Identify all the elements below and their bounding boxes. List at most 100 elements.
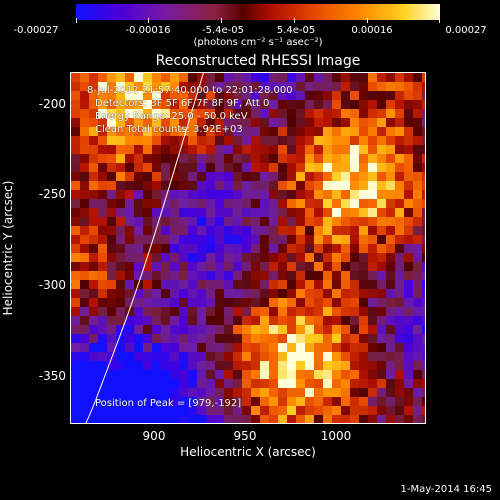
heatmap-pixel [278,397,287,406]
heatmap-pixel [179,352,188,361]
heatmap-pixel [341,136,350,145]
heatmap-pixel [422,388,425,397]
heatmap-pixel [224,307,233,316]
heatmap-pixel [260,244,269,253]
heatmap-pixel [359,73,368,82]
heatmap-pixel [224,136,233,145]
heatmap-pixel [98,82,107,91]
heatmap-pixel [206,262,215,271]
heatmap-pixel [188,163,197,172]
heatmap-pixel [395,118,404,127]
heatmap-pixel [305,298,314,307]
heatmap-pixel [134,181,143,190]
heatmap-pixel [89,352,98,361]
heatmap-pixel [197,199,206,208]
heatmap-pixel [386,226,395,235]
heatmap-pixel [161,181,170,190]
heatmap-pixel [260,406,269,415]
heatmap-pixel [314,145,323,154]
heatmap-pixel [350,163,359,172]
heatmap-pixel [260,370,269,379]
heatmap-pixel [314,181,323,190]
heatmap-pixel [233,163,242,172]
heatmap-pixel [359,190,368,199]
heatmap-pixel [278,352,287,361]
heatmap-pixel [98,181,107,190]
heatmap-pixel [80,370,89,379]
heatmap-pixel [215,307,224,316]
heatmap-pixel [215,370,224,379]
heatmap-pixel [224,91,233,100]
heatmap-pixel [287,388,296,397]
heatmap-pixel [233,154,242,163]
heatmap-pixel [395,334,404,343]
heatmap-pixel [368,181,377,190]
heatmap-pixel [251,199,260,208]
y-tick-label: -200 [38,97,66,111]
heatmap-pixel [314,235,323,244]
heatmap-pixel [350,379,359,388]
heatmap-pixel [404,190,413,199]
heatmap-pixel [341,244,350,253]
heatmap-pixel [125,163,134,172]
heatmap-pixel [314,280,323,289]
heatmap-pixel [89,379,98,388]
heatmap-pixel [413,91,422,100]
heatmap-pixel [143,370,152,379]
heatmap-pixel [332,271,341,280]
heatmap-pixel [161,370,170,379]
heatmap-pixel [332,379,341,388]
heatmap-pixel [71,388,80,397]
heatmap-pixel [89,370,98,379]
heatmap-pixel [143,298,152,307]
heatmap-pixel [377,127,386,136]
heatmap-pixel [125,415,134,423]
heatmap-pixel [242,379,251,388]
timestamp: 1-May-2014 16:45 [400,484,492,495]
heatmap-pixel [332,154,341,163]
heatmap-pixel [107,190,116,199]
heatmap-pixel [413,253,422,262]
heatmap-pixel [152,235,161,244]
heatmap-pixel [296,118,305,127]
heatmap-pixel [341,370,350,379]
heatmap-pixel [152,325,161,334]
heatmap-pixel [89,163,98,172]
heatmap-pixel [350,118,359,127]
heatmap-pixel [359,145,368,154]
heatmap-pixel [125,352,134,361]
heatmap-pixel [332,253,341,262]
heatmap-pixel [323,343,332,352]
heatmap-pixel [341,226,350,235]
heatmap-pixel [98,118,107,127]
heatmap-pixel [404,361,413,370]
heatmap-pixel [179,73,188,82]
heatmap-pixel [395,163,404,172]
heatmap-pixel [287,397,296,406]
heatmap-pixel [179,244,188,253]
heatmap-pixel [179,253,188,262]
heatmap-pixel [314,379,323,388]
heatmap-pixel [359,100,368,109]
heatmap-pixel [179,298,188,307]
heatmap-pixel [80,325,89,334]
heatmap-pixel [251,253,260,262]
heatmap-pixel [233,361,242,370]
heatmap-pixel [395,217,404,226]
heatmap-pixel [188,82,197,91]
heatmap-pixel [341,271,350,280]
counts-label: Clean Total counts: 3.92E+03 [95,124,243,135]
heatmap-pixel [116,127,125,136]
heatmap-pixel [206,334,215,343]
heatmap-pixel [305,343,314,352]
heatmap-pixel [215,406,224,415]
heatmap-pixel [161,262,170,271]
heatmap-pixel [125,145,134,154]
heatmap-pixel [359,172,368,181]
heatmap-pixel [134,118,143,127]
heatmap-pixel [413,199,422,208]
heatmap-pixel [386,235,395,244]
heatmap-pixel [314,289,323,298]
heatmap-pixel [116,361,125,370]
heatmap-pixel [260,100,269,109]
